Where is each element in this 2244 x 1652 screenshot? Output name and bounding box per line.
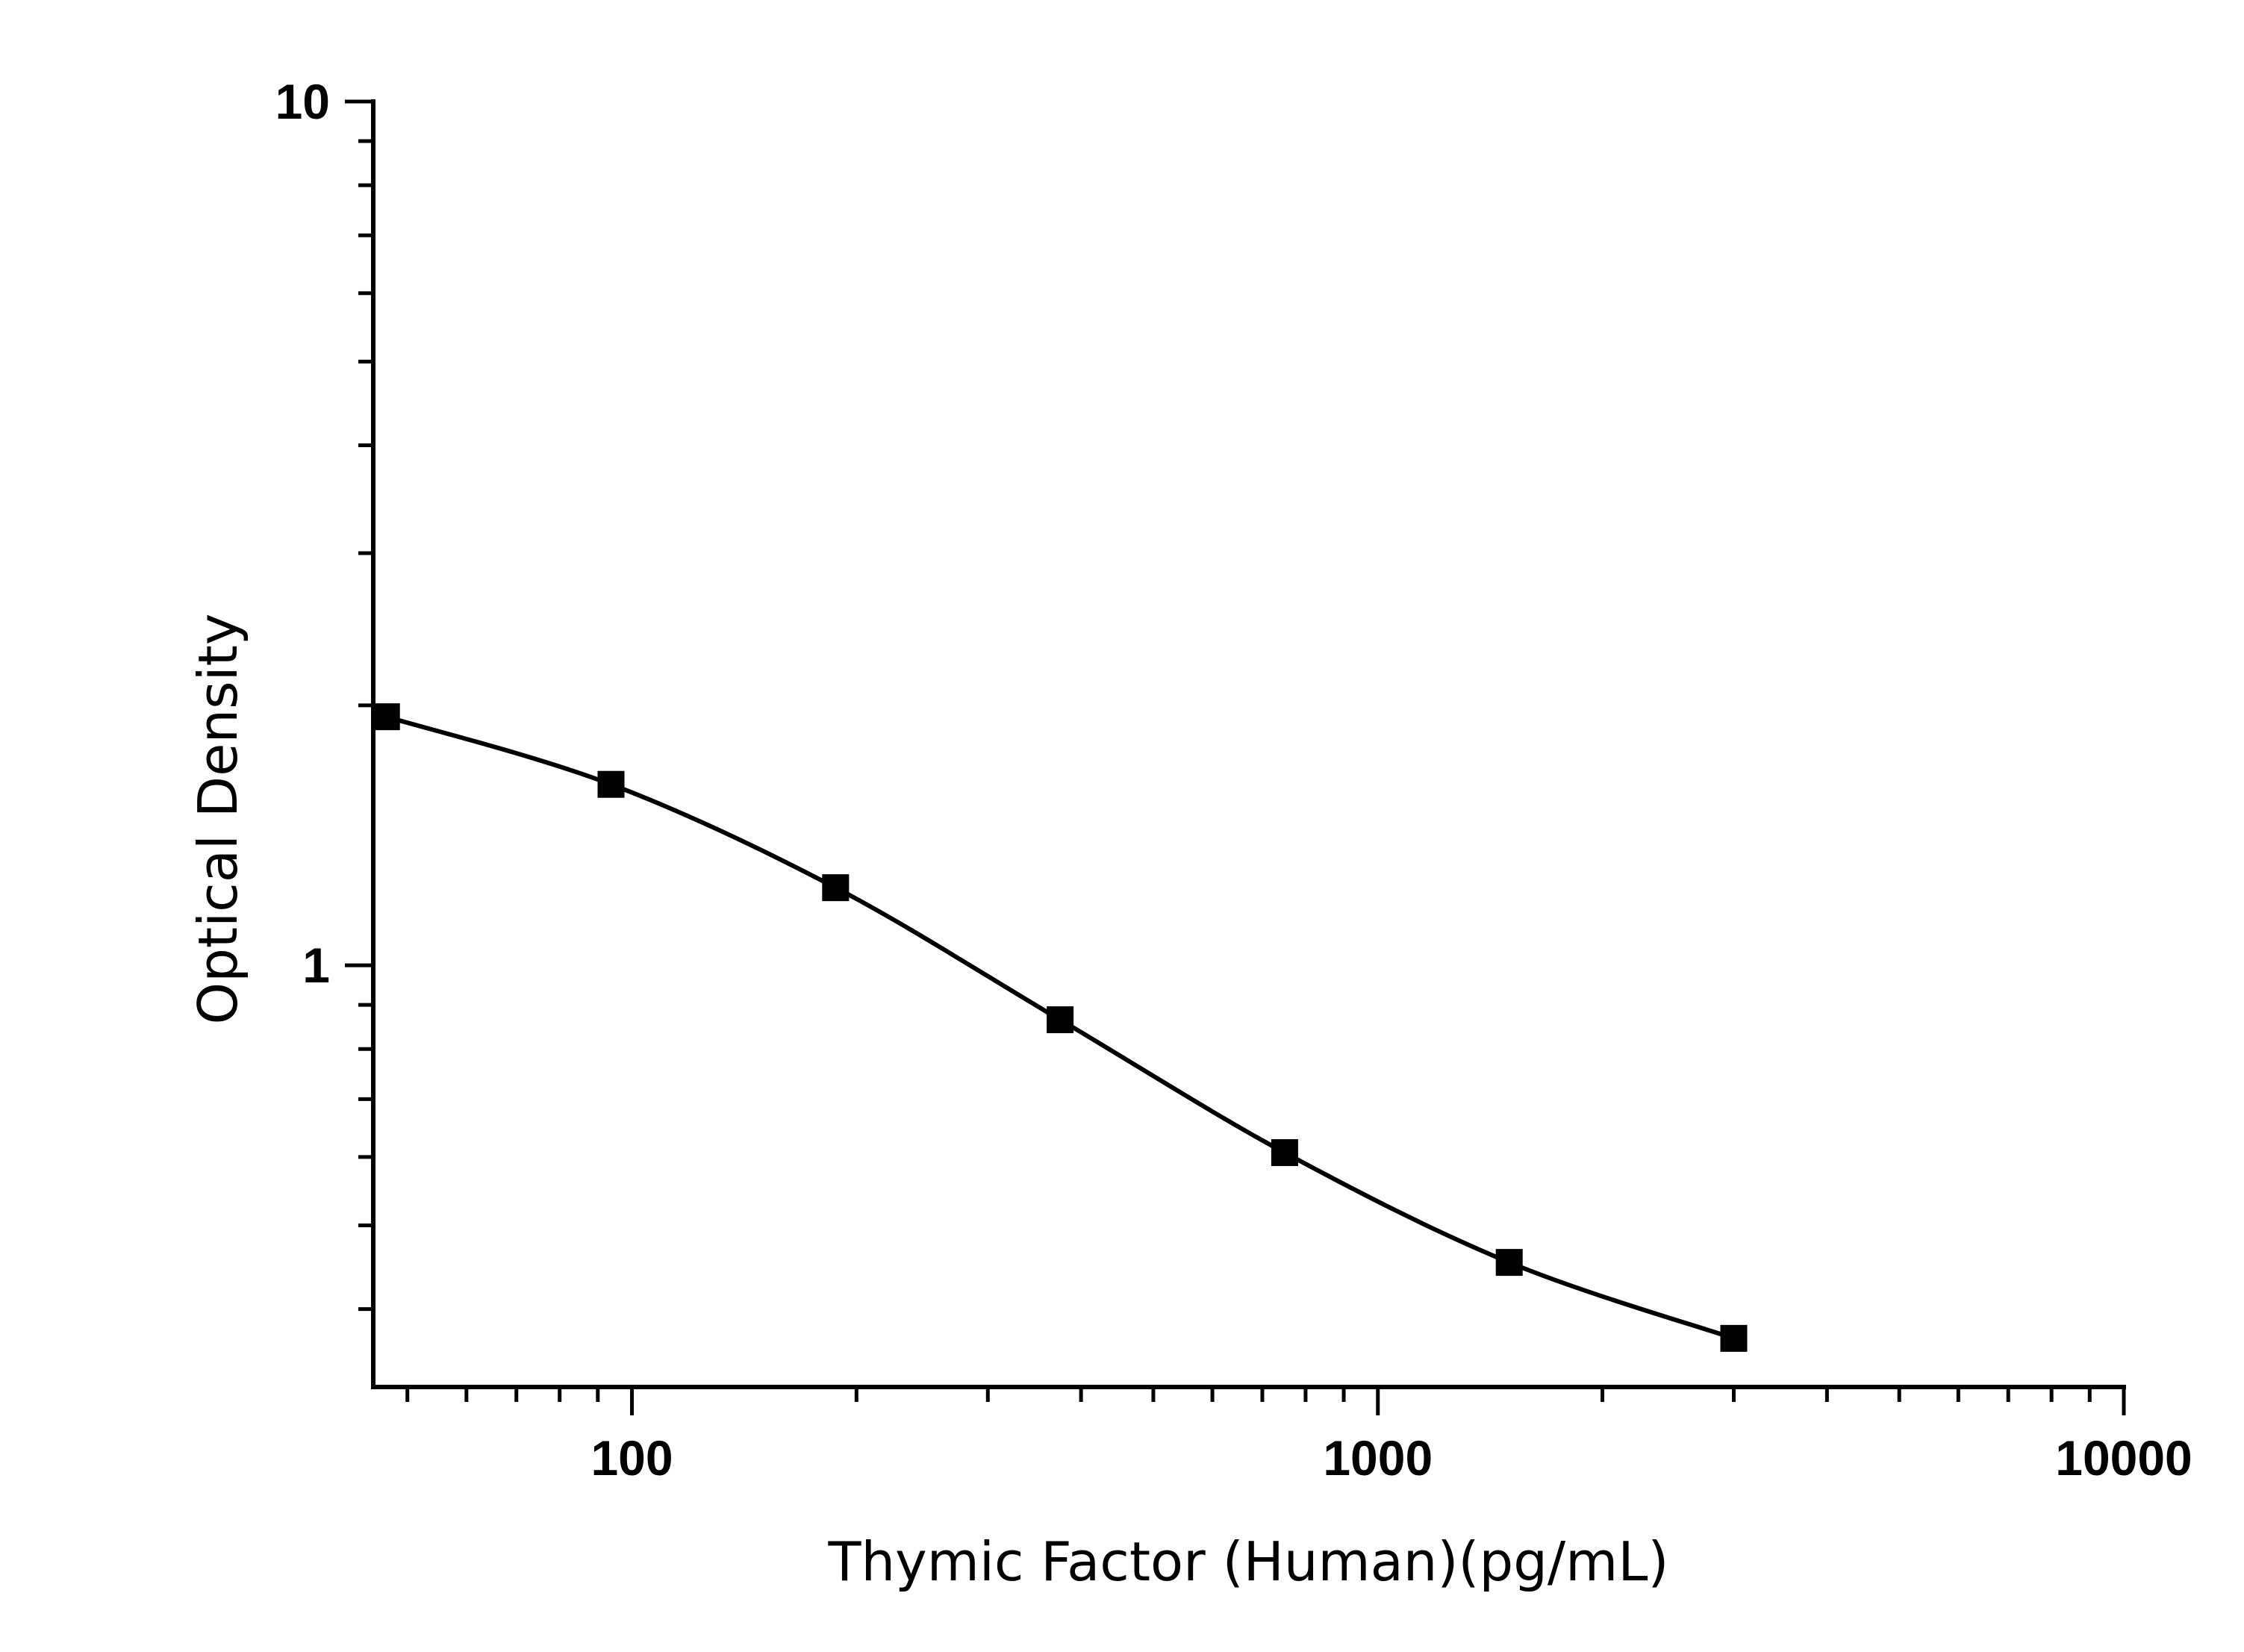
y-axis-title: Optical Density bbox=[187, 614, 249, 1025]
data-point bbox=[1495, 1249, 1523, 1277]
data-point bbox=[373, 703, 400, 731]
data-points bbox=[373, 703, 1748, 1352]
y-tick-label: 1 bbox=[302, 938, 330, 993]
data-point bbox=[1720, 1324, 1748, 1352]
x-tick-label: 100 bbox=[590, 1430, 673, 1486]
data-point bbox=[597, 770, 625, 798]
y-tick-label: 10 bbox=[275, 74, 330, 129]
data-point bbox=[822, 874, 850, 902]
data-point bbox=[1047, 1006, 1074, 1034]
x-tick-label: 10000 bbox=[2055, 1430, 2192, 1486]
data-point bbox=[1271, 1139, 1298, 1167]
x-tick-label: 1000 bbox=[1323, 1430, 1433, 1486]
x-axis-title: Thymic Factor (Human)(pg/mL) bbox=[827, 1530, 1668, 1593]
axis-ticks bbox=[345, 99, 2126, 1415]
axes bbox=[371, 99, 2126, 1389]
axis-tick-labels: 100 1000 10000 1 10 bbox=[275, 74, 2192, 1486]
